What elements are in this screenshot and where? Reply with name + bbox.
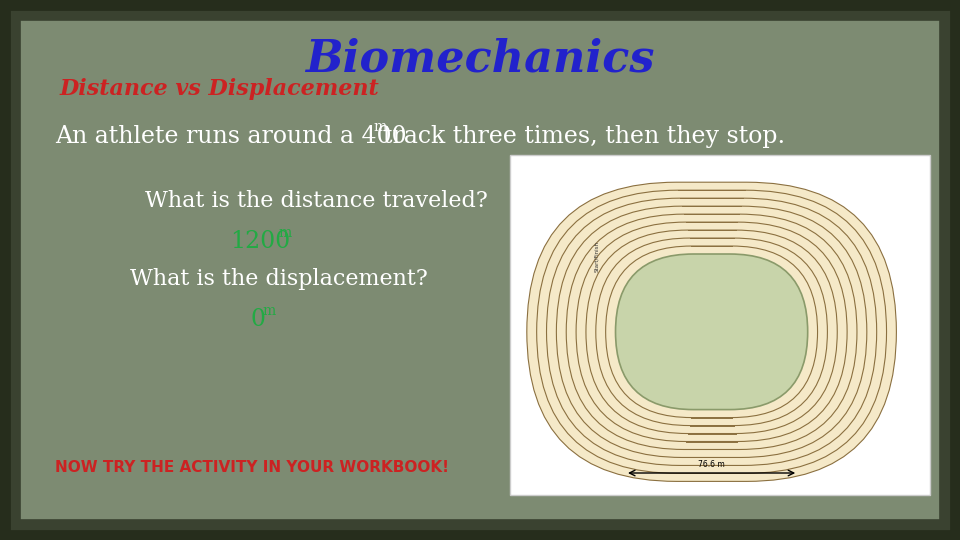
FancyBboxPatch shape bbox=[586, 230, 837, 434]
Text: m: m bbox=[373, 120, 386, 134]
Text: NOW TRY THE ACTIVITY IN YOUR WORKBOOK!: NOW TRY THE ACTIVITY IN YOUR WORKBOOK! bbox=[55, 460, 449, 475]
Text: 0: 0 bbox=[250, 308, 265, 331]
Text: 1200: 1200 bbox=[230, 230, 290, 253]
FancyBboxPatch shape bbox=[606, 246, 818, 417]
FancyBboxPatch shape bbox=[596, 238, 828, 426]
FancyBboxPatch shape bbox=[615, 254, 807, 410]
FancyBboxPatch shape bbox=[527, 182, 897, 481]
Text: m: m bbox=[278, 226, 291, 240]
Text: An athlete runs around a 400: An athlete runs around a 400 bbox=[55, 125, 407, 148]
Text: Distance vs Displacement: Distance vs Displacement bbox=[60, 78, 380, 100]
FancyBboxPatch shape bbox=[566, 214, 857, 449]
Text: What is the displacement?: What is the displacement? bbox=[130, 268, 428, 290]
Text: Biomechanics: Biomechanics bbox=[305, 38, 655, 81]
Text: m: m bbox=[262, 304, 276, 318]
Text: track three times, then they stop.: track three times, then they stop. bbox=[383, 125, 785, 148]
Text: What is the distance traveled?: What is the distance traveled? bbox=[145, 190, 488, 212]
Text: Start/Finish: Start/Finish bbox=[594, 241, 600, 273]
Bar bbox=[510, 155, 930, 495]
Text: 76.6 m: 76.6 m bbox=[698, 460, 725, 469]
FancyBboxPatch shape bbox=[546, 198, 876, 465]
FancyBboxPatch shape bbox=[557, 206, 867, 457]
FancyBboxPatch shape bbox=[576, 222, 847, 442]
FancyBboxPatch shape bbox=[537, 190, 886, 474]
